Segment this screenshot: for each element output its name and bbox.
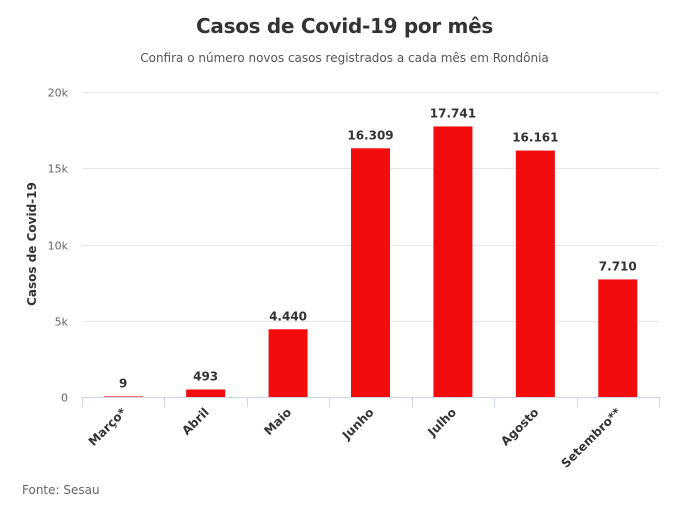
data-label: 17.741 [430, 106, 476, 120]
bars [103, 126, 638, 397]
data-labels: 9 493 4.440 16.309 17.741 16.161 7.710 [119, 106, 637, 390]
y-tick-label: 10k [48, 240, 69, 253]
chart-title: Casos de Covid-19 por mês [196, 14, 493, 38]
y-axis-ticks: 0 5k 10k 15k 20k [48, 87, 69, 405]
bar-2 [186, 389, 226, 397]
y-tick-label: 15k [48, 163, 69, 176]
chart-subtitle: Confira o número novos casos registrados… [140, 51, 549, 65]
x-tick-label: Junho [339, 405, 377, 443]
data-label: 16.161 [512, 131, 558, 145]
bar-4 [351, 148, 390, 397]
data-label: 16.309 [347, 128, 393, 142]
x-tick-label: Julho [424, 405, 459, 440]
x-tick-label: Setembro** [559, 405, 625, 471]
data-label: 9 [119, 376, 127, 390]
bar-3 [268, 329, 308, 397]
x-tick-label: Abril [179, 405, 212, 438]
y-axis-label: Casos de Covid-19 [25, 182, 39, 306]
x-tick-label: Março* [86, 405, 130, 449]
x-tick-label: Agosto [498, 405, 541, 448]
bar-5 [433, 126, 473, 397]
y-tick-label: 5k [55, 316, 69, 329]
data-label: 4.440 [269, 309, 307, 323]
y-tick-label: 0 [61, 392, 68, 405]
y-tick-label: 20k [48, 87, 69, 100]
bar-7 [598, 279, 638, 397]
x-tick-label: Maio [261, 405, 294, 438]
data-label: 7.710 [599, 259, 637, 273]
data-label: 493 [193, 369, 218, 383]
bar-1 [103, 396, 143, 397]
source-note: Fonte: Sesau [22, 483, 100, 497]
x-axis-ticks: Março* Abril Maio Junho Julho Agosto Setembro*… [82, 397, 660, 471]
bar-6 [515, 150, 555, 397]
